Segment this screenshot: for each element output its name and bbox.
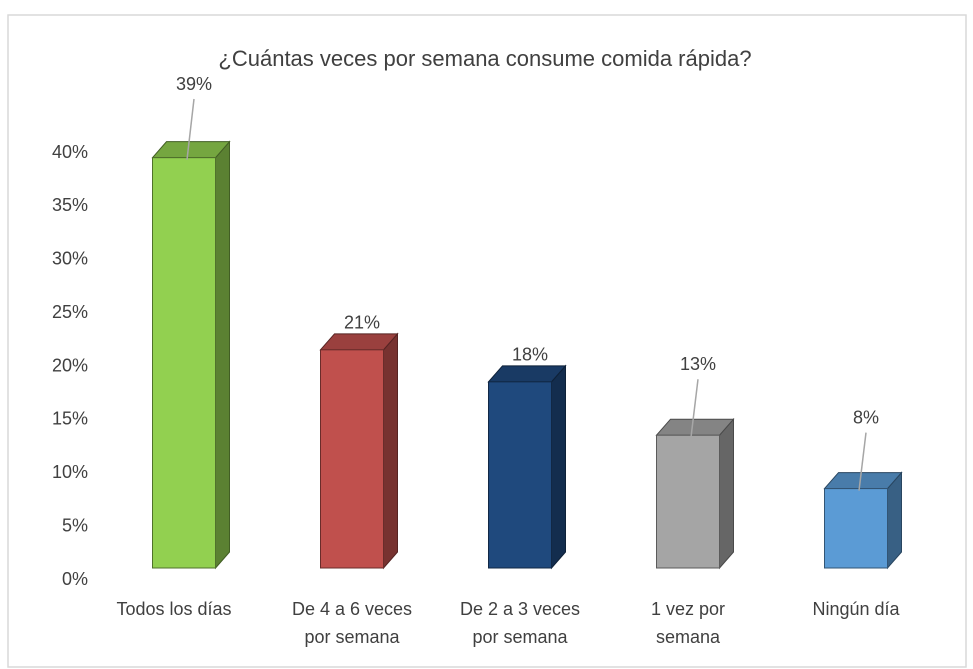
x-tick-label: por semana: [304, 627, 400, 647]
x-tick-label: De 2 a 3 veces: [460, 599, 580, 619]
leader-line: [858, 432, 867, 491]
value-label: 13%: [680, 354, 716, 374]
x-tick-label: Todos los días: [116, 599, 231, 619]
y-tick-label: 30%: [52, 249, 88, 269]
y-tick-label: 20%: [52, 355, 88, 375]
bar: [824, 488, 888, 569]
y-tick-label: 10%: [52, 462, 88, 482]
bar-top: [319, 333, 399, 351]
x-tick-label: Ningún día: [812, 599, 900, 619]
leader-line: [186, 98, 195, 160]
bar-side: [215, 140, 230, 570]
value-label: 8%: [853, 407, 879, 427]
bar: [152, 157, 216, 569]
x-tick-label: por semana: [472, 627, 568, 647]
bar: [320, 349, 384, 569]
value-label: 18%: [512, 345, 548, 365]
y-tick-label: 5%: [62, 515, 88, 535]
y-tick-label: 15%: [52, 409, 88, 429]
y-tick-label: 0%: [62, 569, 88, 589]
bar-top: [823, 472, 903, 490]
bar-side: [383, 332, 398, 570]
bar: [488, 381, 552, 569]
value-label: 39%: [176, 74, 212, 94]
y-tick-label: 25%: [52, 302, 88, 322]
x-tick-label: semana: [656, 627, 721, 647]
y-tick-label: 35%: [52, 195, 88, 215]
bar-top: [655, 418, 735, 436]
leader-line: [690, 379, 699, 438]
bar-top: [487, 365, 567, 383]
x-tick-label: De 4 a 6 veces: [292, 599, 412, 619]
chart-frame: [7, 14, 967, 668]
y-tick-label: 40%: [52, 142, 88, 162]
x-tick-label: 1 vez por: [651, 599, 725, 619]
bar-top: [151, 141, 231, 159]
value-label: 21%: [344, 313, 380, 333]
bar-side: [551, 364, 566, 570]
bar-side: [719, 417, 734, 570]
bar: [656, 434, 720, 569]
chart-title: ¿Cuántas veces por semana consume comida…: [218, 46, 751, 71]
